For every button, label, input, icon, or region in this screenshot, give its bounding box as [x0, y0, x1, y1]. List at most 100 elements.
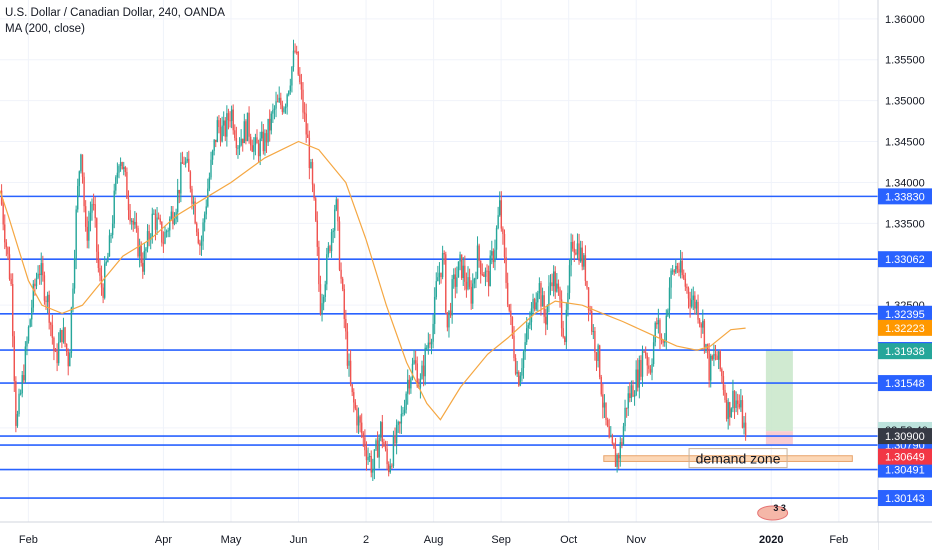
candle-body — [130, 220, 133, 222]
candle-body — [448, 310, 450, 328]
candle-body — [189, 171, 192, 189]
candle-body — [483, 274, 485, 277]
candle-body — [78, 171, 81, 187]
candle-body — [224, 120, 226, 137]
candle-body — [499, 200, 501, 216]
candle-body — [315, 198, 317, 221]
candle-body — [124, 167, 127, 172]
candle-body — [713, 354, 715, 360]
candle-body — [549, 282, 552, 287]
candle-body — [546, 305, 549, 325]
candle-body — [662, 340, 664, 343]
candle-body — [654, 322, 656, 343]
ma-200-line[interactable] — [0, 140, 746, 421]
indicator-label: MA (200, close) — [5, 23, 85, 35]
candle-body — [605, 402, 607, 420]
demand-zone-label: demand zone — [696, 451, 781, 467]
candle-body — [435, 281, 437, 297]
candle-body — [611, 435, 614, 444]
candle-body — [96, 218, 98, 252]
candle-body — [4, 224, 6, 243]
candle-body — [530, 308, 533, 323]
events-icon[interactable] — [757, 505, 789, 521]
candle-body — [445, 254, 447, 313]
zones: demand zone — [603, 349, 853, 469]
candle-body — [291, 66, 293, 86]
candle-body — [19, 393, 22, 395]
candle-body — [197, 232, 200, 244]
candle-body — [629, 393, 631, 398]
candle-body — [502, 228, 504, 235]
time-axis: Feb Apr May Jun 2 Aug Sep Oct Nov 2020 Feb 3 3 — [0, 503, 932, 550]
candle-body — [89, 212, 92, 222]
candle-body — [687, 288, 690, 299]
candle-body — [376, 440, 379, 458]
candle-body — [275, 101, 277, 109]
candle-body — [200, 241, 203, 246]
candle-body — [375, 440, 377, 450]
candle-body — [243, 121, 246, 144]
candle-body — [359, 416, 361, 423]
candle-body — [84, 206, 87, 227]
candle-body — [538, 283, 541, 294]
candle-body — [119, 162, 122, 167]
candle-body — [111, 223, 114, 235]
candle-body — [619, 442, 621, 459]
candle-body — [416, 363, 418, 387]
candle-body — [381, 422, 384, 442]
candle-body — [16, 414, 19, 426]
candle-body — [400, 413, 403, 424]
candle-body — [576, 243, 579, 255]
level-price-badge — [878, 251, 932, 268]
candle-body — [262, 131, 265, 152]
stop-zone[interactable] — [765, 431, 793, 446]
candle-body — [432, 323, 434, 342]
grid — [0, 0, 878, 522]
candle-body — [188, 158, 190, 172]
candle-body — [121, 162, 123, 169]
candle-body — [129, 210, 131, 222]
candle-body — [736, 400, 739, 404]
candle-body — [284, 106, 287, 109]
candle-body — [138, 245, 141, 257]
horizontal-lines — [0, 195, 878, 499]
candle-body — [65, 343, 68, 352]
target-zone[interactable] — [765, 349, 793, 432]
candle-body — [657, 320, 660, 325]
candle-body — [552, 271, 555, 287]
time-tick-label: Nov — [626, 534, 646, 546]
candle-body — [467, 277, 469, 290]
candle-body — [146, 231, 149, 249]
demand-zone-rect[interactable] — [603, 455, 853, 462]
time-tick-label: Oct — [560, 534, 577, 546]
candle-body — [473, 278, 476, 284]
candle-body — [232, 109, 234, 131]
candle-body — [679, 260, 682, 273]
candle-body — [524, 342, 526, 352]
ma-price-label: 1.32223 — [885, 323, 925, 335]
candle-body — [340, 269, 342, 279]
candle-body — [459, 254, 461, 262]
candle-body — [678, 269, 680, 273]
candle-body — [167, 230, 169, 232]
candle-body — [31, 307, 33, 320]
candle-body — [399, 421, 401, 424]
last-price-badge — [878, 428, 932, 445]
candle-body — [541, 295, 544, 307]
candle-body — [77, 186, 79, 210]
candle-body — [389, 465, 391, 473]
candle-body — [140, 245, 142, 263]
candle-body — [272, 109, 274, 114]
candle-body — [684, 278, 687, 287]
candle-body — [457, 261, 460, 278]
candle-body — [72, 288, 74, 308]
candle-body — [419, 378, 422, 388]
candle-body — [113, 190, 115, 224]
candle-body — [27, 326, 30, 342]
price-tick-label: 1.35000 — [885, 96, 925, 108]
candle-body — [625, 407, 628, 409]
candle-body — [54, 351, 57, 353]
level-price-label: 1.31548 — [885, 378, 925, 390]
